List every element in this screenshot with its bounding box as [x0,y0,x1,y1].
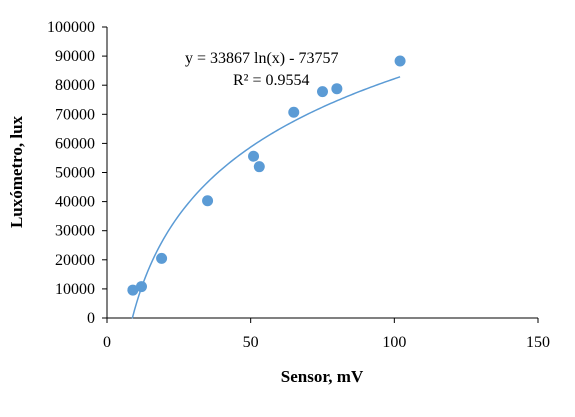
data-points [127,55,406,296]
y-tick-label: 10000 [55,281,95,298]
trendline-r-squared: R² = 0.9554 [233,72,310,89]
data-point [156,252,168,264]
x-axis: 0 50 100 150 [103,317,550,351]
data-point [202,195,214,207]
y-tick-label: 70000 [55,106,95,123]
data-point [248,150,260,162]
data-point [253,161,265,173]
x-tick-label: 150 [526,334,550,351]
y-axis: 0 10000 20000 30000 40000 50000 60000 70000 8000… [47,19,108,327]
data-point [394,55,406,67]
x-tick-label: 50 [243,334,259,351]
data-point [288,106,300,118]
y-tick-label: 100000 [47,19,95,36]
y-tick-label: 0 [87,310,95,327]
y-tick-label: 80000 [55,77,95,94]
trendline-equation: y = 33867 ln(x) - 73757 [185,50,338,67]
x-axis-title: Sensor, mV [281,367,364,386]
y-tick-label: 60000 [55,135,95,152]
x-tick-label: 100 [382,334,406,351]
y-tick-label: 40000 [55,194,95,211]
data-point [331,83,343,95]
trendline [131,76,401,319]
y-tick-label: 90000 [55,48,95,65]
y-axis-title: Luxómetro, lux [7,115,26,228]
data-point [127,284,139,296]
y-tick-label: 30000 [55,223,95,240]
data-point [317,86,328,98]
y-tick-label: 50000 [55,165,95,182]
y-tick-label: 20000 [55,252,95,269]
trendline-curve [131,76,401,319]
data-point [135,281,147,293]
x-tick-label: 0 [103,334,111,351]
